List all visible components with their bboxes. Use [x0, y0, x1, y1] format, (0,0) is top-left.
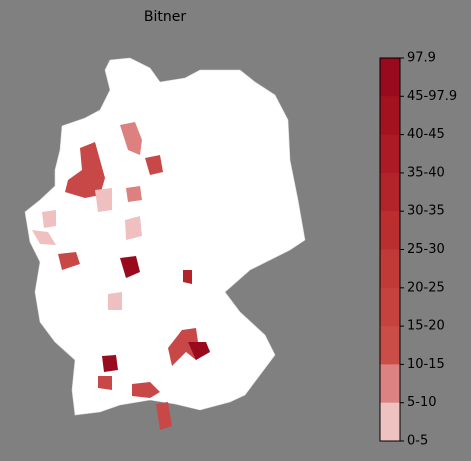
- region: [145, 155, 163, 175]
- region: [58, 252, 80, 270]
- region: [188, 342, 210, 360]
- colorbar-label: 0-5: [407, 434, 428, 449]
- colorbar-label: 45-97.9: [407, 89, 457, 104]
- region: [125, 216, 142, 240]
- colorbar-label: 97.9: [407, 51, 436, 66]
- region: [108, 292, 122, 310]
- region: [95, 188, 112, 212]
- colorbar-segment: [380, 364, 400, 404]
- colorbar-segment: [380, 249, 400, 289]
- colorbar-label: 10-15: [407, 357, 445, 372]
- country-outline: [24, 57, 306, 416]
- colorbar-label: 30-35: [407, 204, 445, 219]
- colorbar-segment: [380, 58, 400, 97]
- colorbar-label: 5-10: [407, 395, 437, 410]
- region: [156, 402, 172, 430]
- colorbar-label: 25-30: [407, 242, 445, 257]
- colorbar-label: 35-40: [407, 165, 445, 180]
- region: [183, 270, 192, 284]
- region: [98, 376, 112, 390]
- colorbar-segment: [380, 134, 400, 174]
- colorbar-segment: [380, 211, 400, 250]
- colorbar-segment: [380, 172, 400, 212]
- colorbar-label: 15-20: [407, 319, 445, 334]
- region: [42, 210, 56, 228]
- colorbar-segment: [380, 402, 400, 442]
- colorbar-label: 20-25: [407, 280, 445, 295]
- region: [32, 230, 56, 245]
- colorbar-label: 40-45: [407, 127, 445, 142]
- region: [120, 256, 140, 278]
- region: [65, 142, 105, 198]
- region: [102, 355, 118, 372]
- colorbar-segment: [380, 96, 400, 136]
- colorbar-segment: [380, 326, 400, 365]
- colorbar-segment: [380, 287, 400, 327]
- region: [126, 186, 142, 202]
- map-title: Bitner: [144, 9, 186, 25]
- region: [120, 122, 142, 155]
- colorbar: 97.9 45-97.9 40-45 35-40 30-35 25-30 20-25 15-2…: [379, 51, 457, 449]
- germany-map: [24, 57, 306, 430]
- region: [132, 382, 160, 398]
